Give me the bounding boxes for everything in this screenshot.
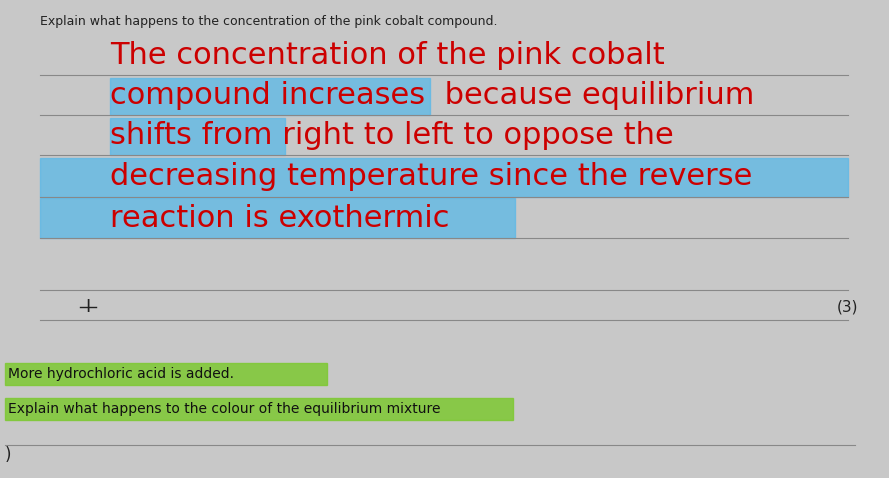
Text: shifts from right to left to oppose the: shifts from right to left to oppose the — [110, 120, 674, 150]
Bar — [40, 158, 848, 197]
Text: compound increases  because equilibrium: compound increases because equilibrium — [110, 80, 755, 109]
Bar — [5, 363, 327, 385]
Text: Explain what happens to the concentration of the pink cobalt compound.: Explain what happens to the concentratio… — [40, 15, 498, 28]
Bar — [5, 398, 513, 420]
Text: Explain what happens to the colour of the equilibrium mixture: Explain what happens to the colour of th… — [8, 402, 441, 416]
Bar — [110, 78, 430, 115]
Text: More hydrochloric acid is added.: More hydrochloric acid is added. — [8, 367, 234, 381]
Bar — [40, 198, 515, 238]
Text: reaction is exothermic: reaction is exothermic — [110, 204, 450, 232]
Text: I: I — [85, 298, 91, 316]
Text: (3): (3) — [837, 300, 858, 315]
Text: ): ) — [5, 446, 12, 464]
Text: decreasing temperature since the reverse: decreasing temperature since the reverse — [110, 162, 752, 191]
Text: The concentration of the pink cobalt: The concentration of the pink cobalt — [110, 41, 665, 69]
Bar — [110, 118, 285, 155]
